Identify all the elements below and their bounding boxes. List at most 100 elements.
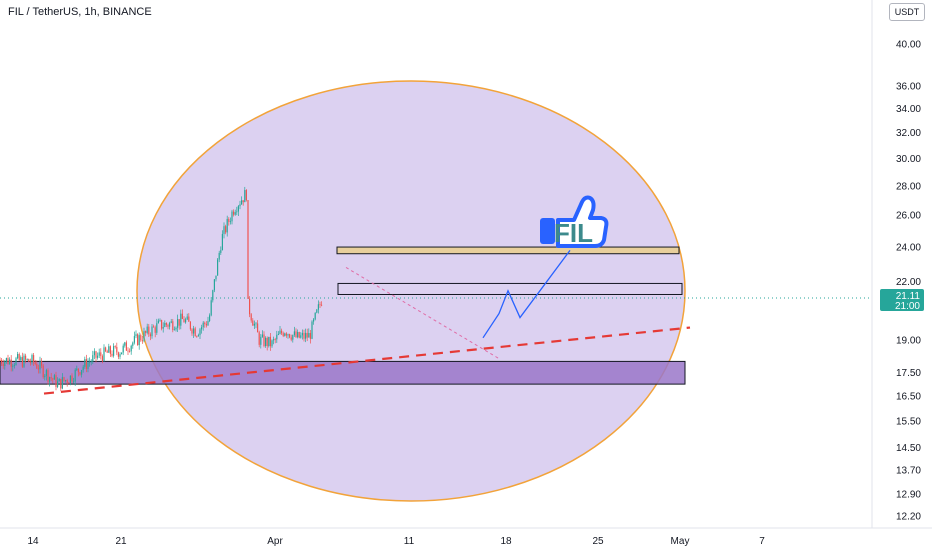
candle	[36, 364, 38, 369]
candle	[170, 321, 172, 323]
y-tick-label: 36.00	[896, 81, 921, 92]
y-tick-label: 19.00	[896, 335, 921, 346]
candle	[23, 355, 25, 367]
candle	[277, 333, 279, 335]
candle	[92, 355, 94, 362]
candle	[90, 361, 92, 363]
y-tick-label: 32.00	[896, 128, 921, 139]
candle	[250, 314, 252, 321]
candle	[73, 381, 75, 383]
currency-button[interactable]: USDT	[889, 3, 925, 21]
candle	[178, 319, 180, 326]
candle	[221, 233, 223, 251]
candle	[13, 364, 15, 366]
candle	[165, 322, 167, 325]
candle	[58, 378, 60, 382]
candle	[321, 304, 323, 306]
candle	[297, 332, 299, 338]
candle	[63, 377, 65, 381]
candle	[167, 324, 169, 327]
candle	[31, 355, 33, 363]
candle	[226, 218, 228, 233]
candle	[127, 350, 129, 352]
candle	[20, 357, 22, 361]
y-tick-label: 30.00	[896, 154, 921, 165]
candle	[141, 340, 143, 342]
candle	[239, 204, 241, 207]
candle	[49, 377, 51, 382]
candle	[204, 322, 206, 325]
projection-path	[482, 249, 571, 339]
candle	[292, 334, 294, 340]
candle	[285, 333, 287, 336]
y-tick-label: 16.50	[896, 391, 921, 402]
candle	[218, 252, 220, 260]
x-tick-label: 25	[592, 536, 604, 547]
candle	[2, 363, 4, 366]
candle	[9, 359, 11, 365]
candle	[117, 352, 119, 357]
y-tick-label: 12.20	[896, 512, 921, 523]
candle	[65, 380, 67, 381]
candle	[269, 336, 271, 347]
candle	[212, 290, 214, 301]
candle	[268, 336, 270, 347]
candle	[140, 335, 142, 341]
candle	[29, 361, 31, 363]
candle	[121, 352, 123, 355]
candle	[213, 279, 215, 291]
x-tick-label: 7	[759, 536, 765, 547]
y-tick-label: 14.50	[896, 443, 921, 454]
candle	[207, 321, 209, 326]
candle	[252, 320, 254, 326]
candle	[169, 322, 171, 327]
candle	[306, 332, 308, 338]
candle	[44, 375, 46, 378]
candle	[145, 331, 147, 333]
candle	[26, 359, 28, 360]
candle	[273, 339, 275, 341]
y-tick-label: 17.50	[896, 368, 921, 379]
candle	[289, 334, 291, 338]
candle	[61, 377, 63, 389]
candle	[220, 250, 222, 253]
candle	[199, 329, 201, 336]
candle	[55, 375, 57, 387]
candle	[148, 326, 150, 335]
candle	[18, 354, 20, 361]
candle	[309, 333, 311, 339]
candle	[106, 351, 108, 353]
candle	[100, 352, 102, 357]
candle	[189, 321, 191, 330]
candle	[314, 312, 316, 320]
candle	[266, 337, 268, 347]
candle	[281, 330, 283, 334]
candle	[276, 334, 278, 340]
candle	[68, 382, 70, 384]
candle	[138, 335, 140, 346]
candle	[180, 313, 182, 326]
price-badge-value: 21.11	[896, 291, 921, 302]
thumbs-hand	[556, 195, 609, 248]
thumbs-cuff	[540, 218, 555, 244]
candle	[279, 330, 281, 334]
candle	[298, 332, 300, 338]
candle	[76, 368, 78, 370]
candle	[81, 370, 83, 375]
candle	[151, 326, 153, 337]
candle	[257, 323, 259, 333]
candle	[84, 359, 86, 367]
y-tick-label: 22.00	[896, 277, 921, 288]
x-tick-label: May	[671, 536, 690, 547]
candle	[101, 356, 103, 362]
highlight-ellipse	[136, 80, 686, 502]
candle	[317, 304, 319, 310]
candle	[175, 327, 177, 330]
chart-title: FIL / TetherUS, 1h, BINANCE	[8, 6, 152, 18]
candle	[71, 375, 73, 382]
x-tick-label: 11	[404, 536, 415, 547]
candle	[316, 309, 318, 313]
candle	[122, 345, 124, 353]
candle	[261, 334, 263, 337]
